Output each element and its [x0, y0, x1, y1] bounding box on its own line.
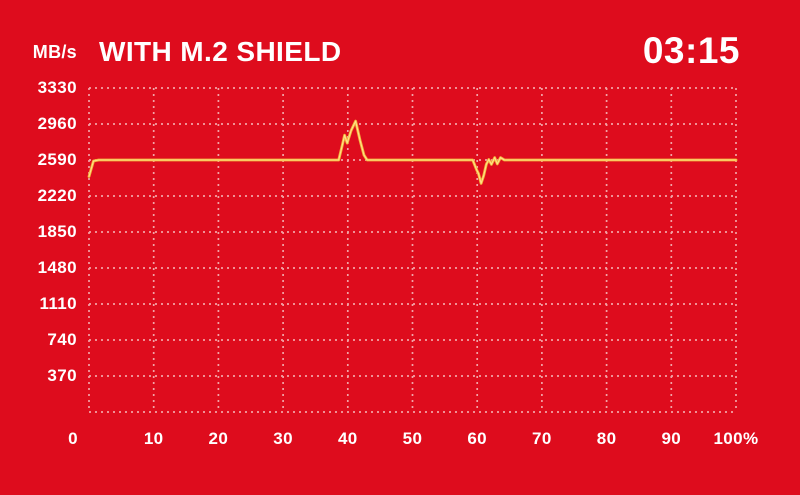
y-tick-label: 370	[47, 366, 77, 385]
grid-lines	[88, 87, 737, 413]
x-tick-label: 30	[273, 429, 293, 448]
y-tick-label: 2960	[37, 114, 77, 133]
x-tick-label: 40	[337, 429, 358, 448]
x-tick-label: 70	[532, 429, 552, 448]
y-tick-label: 1850	[37, 222, 77, 241]
x-tick-label: 100%	[713, 429, 759, 448]
chart-title: WITH M.2 SHIELD	[99, 36, 342, 67]
speed-line-highlight	[88, 120, 737, 184]
x-tick-label: 50	[402, 429, 423, 448]
elapsed-timer: 03:15	[642, 30, 740, 71]
y-tick-label: 1110	[39, 294, 77, 313]
y-axis-unit-label: MB/s	[32, 42, 77, 62]
x-tick-label: 60	[467, 429, 488, 448]
x-tick-label: 0	[68, 429, 78, 448]
y-tick-label: 740	[47, 330, 77, 349]
x-tick-label: 10	[143, 429, 164, 448]
x-tick-label: 90	[661, 429, 682, 448]
y-tick-label: 2220	[37, 186, 77, 205]
y-tick-label: 3330	[37, 78, 77, 97]
x-tick-label: 20	[208, 429, 229, 448]
x-tick-label: 80	[596, 429, 617, 448]
y-tick-label: 1480	[37, 258, 77, 277]
y-tick-label: 2590	[37, 150, 77, 169]
